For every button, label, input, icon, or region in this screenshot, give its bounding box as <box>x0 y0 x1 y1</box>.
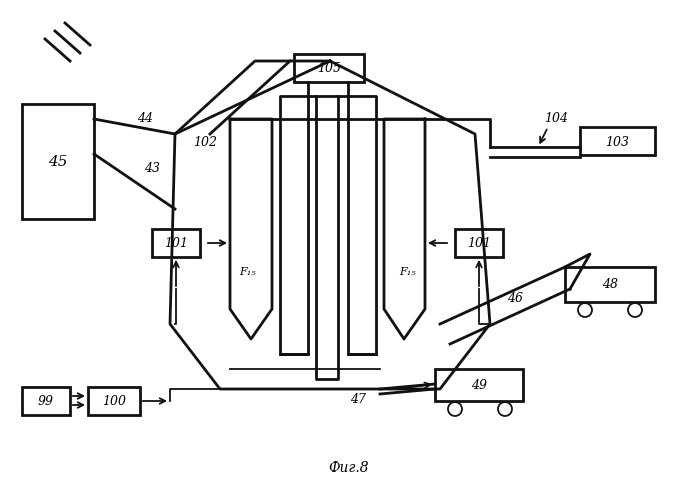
Text: 48: 48 <box>602 278 618 291</box>
Bar <box>565 268 655 302</box>
Text: 101: 101 <box>164 237 188 250</box>
Bar <box>580 128 655 156</box>
Text: F₁₅: F₁₅ <box>400 267 417 276</box>
Text: 47: 47 <box>350 393 366 406</box>
Bar <box>88 387 140 415</box>
Text: 46: 46 <box>507 291 523 304</box>
Text: 103: 103 <box>605 135 629 148</box>
Text: 104: 104 <box>544 111 568 124</box>
Bar <box>294 55 364 83</box>
Text: Фиг.8: Фиг.8 <box>329 460 369 474</box>
Text: 99: 99 <box>38 394 54 408</box>
Text: 43: 43 <box>144 161 160 174</box>
Text: 100: 100 <box>102 394 126 408</box>
Bar <box>435 369 523 401</box>
Text: 102: 102 <box>193 135 217 148</box>
Bar <box>152 229 200 257</box>
Text: 44: 44 <box>137 111 153 124</box>
Text: 49: 49 <box>471 378 487 392</box>
Text: F₁₅: F₁₅ <box>240 267 257 276</box>
Bar <box>455 229 503 257</box>
Text: 105: 105 <box>317 62 341 76</box>
Text: 45: 45 <box>48 155 68 168</box>
Bar <box>22 387 70 415</box>
Text: 101: 101 <box>467 237 491 250</box>
Bar <box>22 105 94 220</box>
